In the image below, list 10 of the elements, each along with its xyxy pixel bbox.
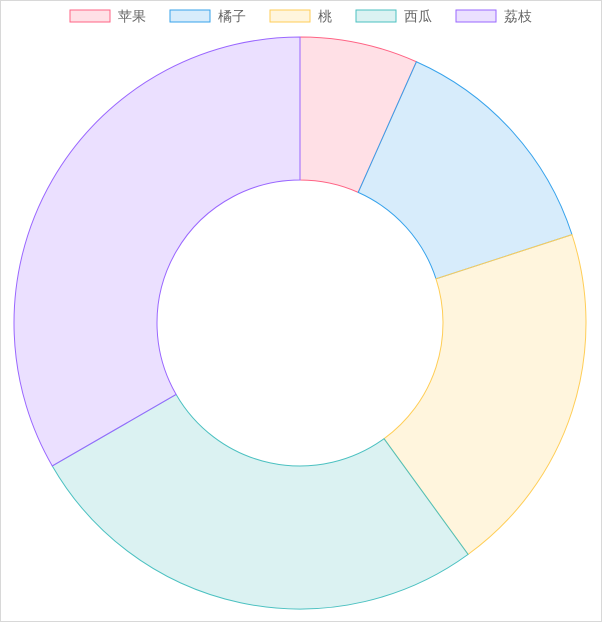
- donut-slice: [52, 394, 469, 610]
- donut-slice: [300, 36, 417, 193]
- legend-label: 西瓜: [404, 9, 432, 25]
- legend-label: 橘子: [218, 9, 246, 25]
- donut-slice: [384, 234, 586, 555]
- donut-slice: [358, 61, 572, 280]
- legend-label: 荔枝: [504, 9, 532, 25]
- legend-label: 桃: [318, 9, 332, 25]
- donut-slice: [14, 36, 300, 466]
- legend-label: 苹果: [118, 9, 146, 25]
